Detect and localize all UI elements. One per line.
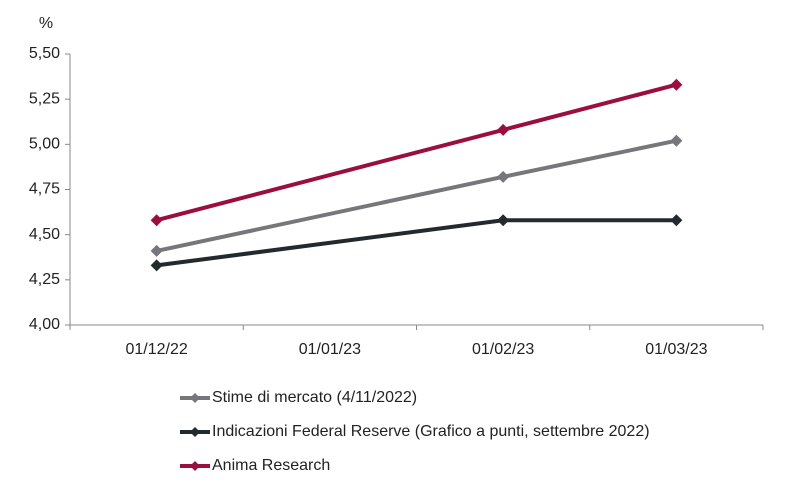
x-tick-label: 01/12/22 bbox=[125, 341, 187, 358]
point bbox=[670, 134, 683, 147]
series-line bbox=[156, 138, 677, 253]
x-tick-label: 01/02/23 bbox=[472, 341, 534, 358]
point bbox=[497, 214, 510, 227]
y-tick-label: 4,25 bbox=[29, 271, 60, 288]
y-tick-label: 5,50 bbox=[29, 45, 60, 62]
y-tick-label: 4,00 bbox=[29, 316, 60, 333]
point bbox=[497, 123, 510, 136]
series-line bbox=[156, 82, 677, 223]
point bbox=[497, 170, 510, 183]
legend-label: Anima Research bbox=[212, 457, 330, 474]
x-tick-label: 01/01/23 bbox=[299, 341, 361, 358]
series-line bbox=[156, 218, 677, 268]
point bbox=[150, 214, 163, 227]
point bbox=[150, 244, 163, 257]
legend-label: Stime di mercato (4/11/2022) bbox=[212, 389, 417, 406]
point bbox=[670, 78, 683, 91]
point bbox=[670, 214, 683, 227]
legend-marker bbox=[190, 427, 200, 437]
y-tick-label: 4,75 bbox=[29, 181, 60, 198]
x-tick-label: 01/03/23 bbox=[645, 341, 707, 358]
legend-marker bbox=[190, 393, 200, 403]
legend-label: Indicazioni Federal Reserve (Grafico a p… bbox=[212, 423, 650, 440]
y-tick-label: 5,25 bbox=[29, 90, 60, 107]
legend-marker bbox=[190, 461, 200, 471]
y-unit: % bbox=[39, 15, 53, 32]
y-tick-label: 5,00 bbox=[29, 136, 60, 153]
point bbox=[150, 259, 163, 272]
y-tick-label: 4,50 bbox=[29, 226, 60, 243]
